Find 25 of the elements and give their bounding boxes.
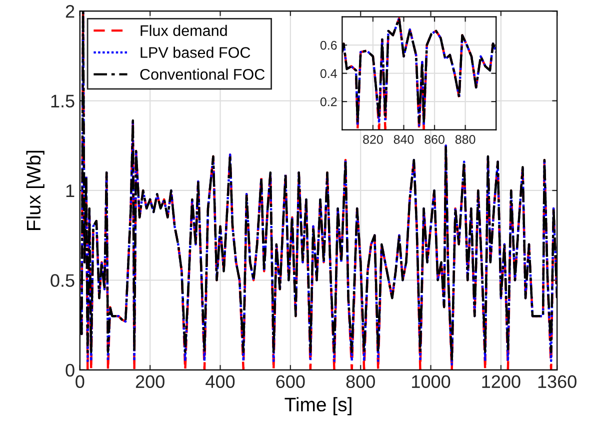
x-axis-title: Time [s] xyxy=(284,397,352,416)
x-tick-label: 860 xyxy=(424,134,444,144)
y-axis-title: Flux [Wb] xyxy=(26,150,44,230)
x-tick-label: 800 xyxy=(346,375,375,388)
x-tick-label: 600 xyxy=(276,375,305,388)
y-tick-label: 0.6 xyxy=(320,40,337,50)
y-tick-label: 1 xyxy=(66,184,74,198)
x-tick-label: 400 xyxy=(206,375,235,388)
x-tick-label: 820 xyxy=(363,134,383,144)
x-tick-label: 1360 xyxy=(538,375,576,388)
y-tick-label: 0.5 xyxy=(50,274,74,287)
legend-label: LPV based FOC xyxy=(140,46,250,58)
x-tick-label: 880 xyxy=(455,134,476,144)
x-tick-label: 1200 xyxy=(482,375,520,388)
legend-label: Conventional FOC xyxy=(140,68,265,80)
y-tick-label: 2 xyxy=(66,5,74,18)
y-tick-label: 0.2 xyxy=(320,97,337,106)
y-tick-label: 0 xyxy=(66,364,74,377)
x-tick-label: 0 xyxy=(76,375,84,388)
y-tick-label: 0.4 xyxy=(320,69,337,78)
legend-label: Flux demand xyxy=(140,24,227,36)
y-tick-label: 1.5 xyxy=(51,94,74,108)
x-tick-label: 200 xyxy=(136,375,164,388)
x-tick-label: 840 xyxy=(394,134,414,144)
x-tick-label: 1000 xyxy=(412,375,450,388)
